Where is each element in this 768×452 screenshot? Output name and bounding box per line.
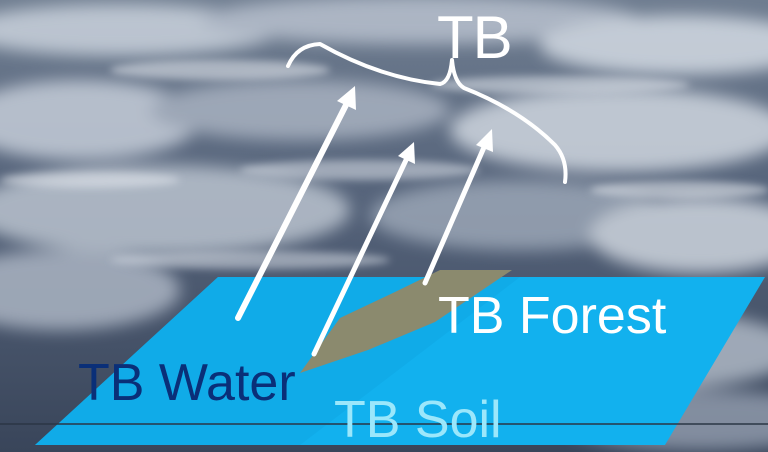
water-arrowhead <box>337 86 356 110</box>
tb-forest-label: TB Forest <box>438 287 667 345</box>
soil-arrowhead <box>398 142 415 164</box>
tb-water-label: TB Water <box>78 354 296 412</box>
surface-plane <box>0 270 768 445</box>
forest-patch <box>300 270 512 373</box>
tb-brace <box>286 42 568 184</box>
water-emission-arrow <box>235 100 350 321</box>
emission-arrows <box>235 86 493 357</box>
soil-emission-arrow <box>311 155 410 357</box>
tb-soil-label: TB Soil <box>334 391 502 449</box>
forest-emission-arrow <box>422 142 488 286</box>
forest-arrowhead <box>476 129 493 152</box>
tb-label: TB <box>437 4 513 71</box>
